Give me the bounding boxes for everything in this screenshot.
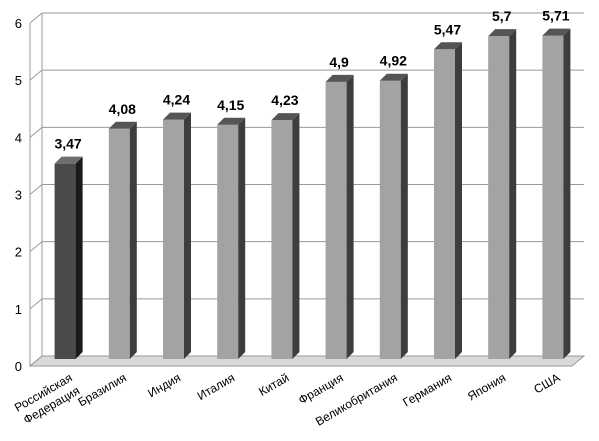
x-tick-label: РоссийскаяФедерация bbox=[12, 370, 82, 427]
data-label: 3,47 bbox=[54, 136, 81, 152]
bar-front bbox=[488, 36, 510, 360]
bar-front bbox=[379, 80, 401, 360]
gridline-depth bbox=[29, 126, 43, 138]
bar-8 bbox=[434, 42, 462, 359]
bar-front bbox=[54, 163, 76, 359]
bar-front bbox=[108, 128, 130, 359]
x-tick-label: Германия bbox=[400, 370, 454, 409]
y-tick-label: 2 bbox=[15, 245, 22, 260]
x-tick-label: Индия bbox=[145, 370, 183, 400]
x-tick-label: Бразилия bbox=[75, 370, 128, 409]
data-label: 4,9 bbox=[329, 54, 349, 70]
bar-top bbox=[542, 28, 571, 36]
bar-1 bbox=[54, 156, 83, 359]
data-label: 5,47 bbox=[434, 21, 461, 37]
bar-top bbox=[54, 156, 83, 164]
data-label: 4,23 bbox=[271, 92, 298, 108]
y-tick-label: 6 bbox=[15, 16, 22, 31]
bar-side bbox=[455, 42, 462, 359]
bar-side bbox=[346, 74, 354, 359]
chart-bars bbox=[54, 28, 571, 360]
bar-side bbox=[238, 117, 246, 359]
x-tick-label: Китай bbox=[256, 370, 291, 398]
data-label: 4,15 bbox=[217, 97, 244, 113]
bar-side bbox=[129, 121, 137, 359]
bar-side bbox=[292, 113, 300, 359]
bar-top bbox=[108, 121, 137, 129]
bar-6 bbox=[325, 74, 354, 359]
gridline-depth bbox=[29, 355, 43, 367]
bar-top bbox=[379, 73, 408, 81]
gridline-depth bbox=[29, 184, 43, 195]
y-tick-label: 4 bbox=[15, 130, 22, 145]
x-tick-label: США bbox=[531, 370, 562, 396]
bar-front bbox=[434, 49, 455, 359]
y-tick-label: 5 bbox=[15, 73, 22, 88]
bar-top bbox=[163, 112, 191, 120]
y-tick-label: 3 bbox=[15, 188, 22, 203]
bar-2 bbox=[108, 121, 137, 359]
bar-top bbox=[325, 74, 354, 82]
y-axis: 0 1 2 3 4 5 6 bbox=[15, 13, 43, 374]
data-label: 5,7 bbox=[492, 8, 512, 24]
bar-7 bbox=[379, 73, 408, 360]
bar-front bbox=[271, 120, 293, 359]
gridline-depth bbox=[29, 298, 43, 310]
bar-top bbox=[488, 29, 517, 37]
gridline-depth bbox=[29, 69, 43, 81]
bar-front bbox=[163, 119, 184, 359]
bar-side bbox=[563, 28, 571, 359]
bar-top bbox=[217, 117, 246, 125]
bar-side bbox=[509, 29, 517, 360]
bar-top bbox=[271, 113, 300, 121]
x-tick-label: Италия bbox=[195, 370, 237, 403]
y-tick-label: 1 bbox=[15, 302, 22, 317]
bar-4 bbox=[217, 117, 246, 359]
data-label: 4,92 bbox=[380, 53, 407, 69]
gridline-depth bbox=[29, 12, 43, 24]
bar-5 bbox=[271, 113, 300, 359]
bar-9 bbox=[488, 29, 517, 360]
data-label: 5,71 bbox=[542, 8, 569, 24]
bar-top bbox=[434, 42, 462, 50]
data-label: 4,24 bbox=[163, 92, 190, 108]
data-label: 4,08 bbox=[109, 101, 136, 117]
y-tick-label: 0 bbox=[15, 359, 22, 374]
bar-front bbox=[325, 81, 347, 359]
gridline-depth bbox=[29, 241, 43, 253]
bar-side bbox=[400, 73, 408, 360]
bar-side bbox=[184, 112, 191, 359]
bar-3 bbox=[163, 112, 191, 359]
bar-front bbox=[217, 124, 239, 359]
bar-side bbox=[75, 156, 83, 359]
x-tick-label: Япония bbox=[465, 370, 508, 403]
chart-data-labels: 3,47 4,08 4,24 4,15 4,23 4,9 4,92 5,47 5,7 5,71 bbox=[54, 8, 569, 152]
bar-front bbox=[542, 35, 564, 359]
bar-10 bbox=[542, 28, 571, 359]
